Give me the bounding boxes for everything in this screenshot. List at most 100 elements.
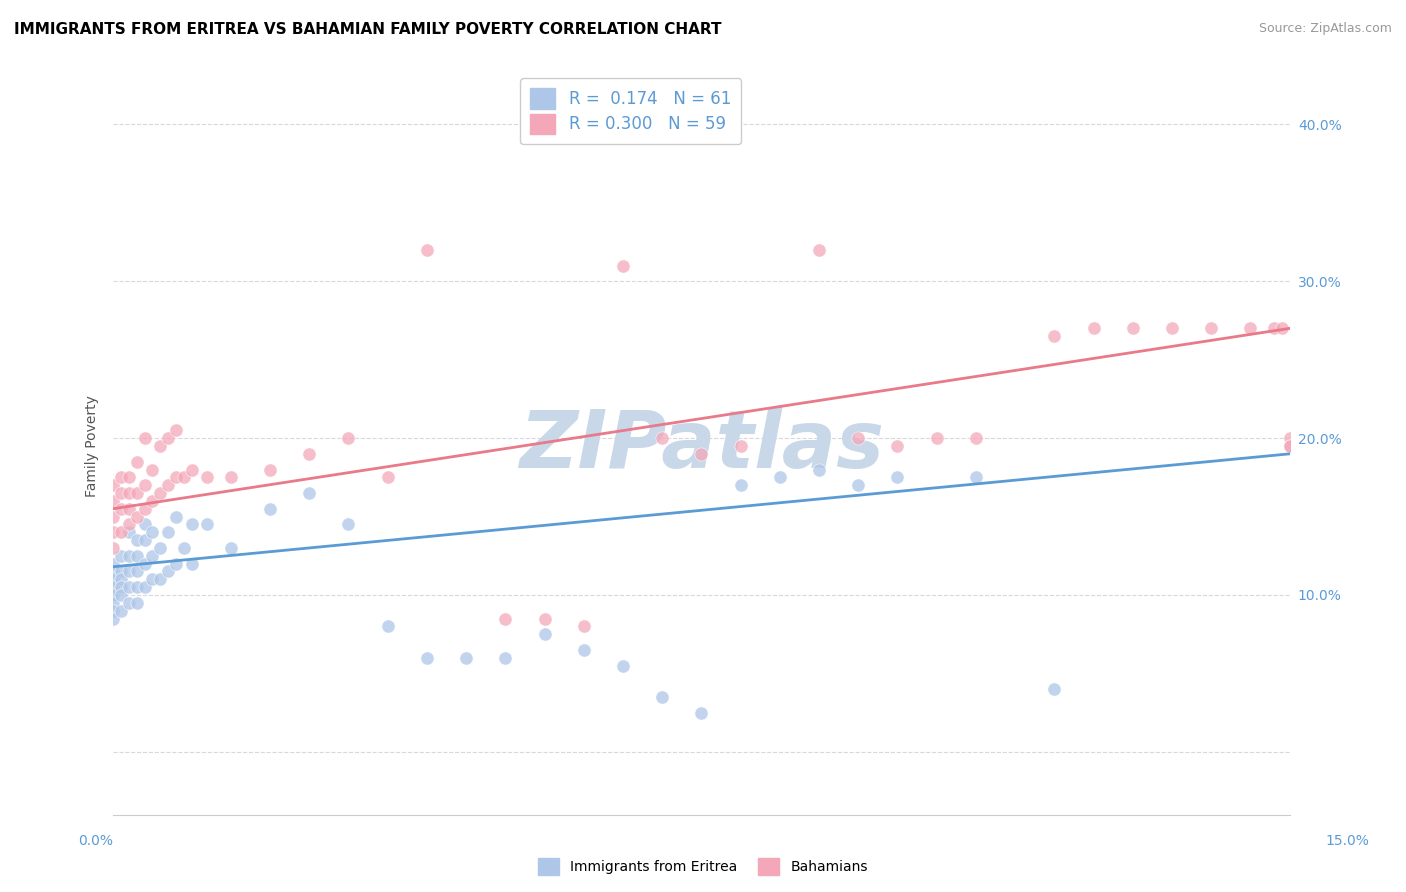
Point <box>141 549 163 563</box>
Point <box>125 596 148 610</box>
Point <box>886 439 908 453</box>
Point <box>808 243 831 257</box>
Point <box>1278 439 1301 453</box>
Point <box>103 572 125 586</box>
Point <box>612 658 634 673</box>
Point <box>1278 431 1301 445</box>
Point <box>141 572 163 586</box>
Point <box>125 549 148 563</box>
Point <box>165 557 187 571</box>
Point <box>125 486 148 500</box>
Point <box>456 650 478 665</box>
Point <box>110 604 132 618</box>
Point <box>103 494 125 508</box>
Point <box>110 565 132 579</box>
Point <box>219 541 242 555</box>
Point <box>141 462 163 476</box>
Legend: R =  0.174   N = 61, R = 0.300   N = 59: R = 0.174 N = 61, R = 0.300 N = 59 <box>520 78 741 145</box>
Point <box>157 431 180 445</box>
Point <box>125 580 148 594</box>
Point <box>149 439 172 453</box>
Point <box>1083 321 1105 335</box>
Point <box>103 509 125 524</box>
Point <box>173 541 195 555</box>
Point <box>125 533 148 547</box>
Point <box>846 431 869 445</box>
Point <box>219 470 242 484</box>
Point <box>103 580 125 594</box>
Point <box>416 243 439 257</box>
Point <box>173 470 195 484</box>
Point <box>141 525 163 540</box>
Point <box>110 470 132 484</box>
Point <box>110 525 132 540</box>
Text: IMMIGRANTS FROM ERITREA VS BAHAMIAN FAMILY POVERTY CORRELATION CHART: IMMIGRANTS FROM ERITREA VS BAHAMIAN FAMI… <box>14 22 721 37</box>
Point <box>337 431 360 445</box>
Point <box>730 478 752 492</box>
Point <box>533 611 555 625</box>
Point <box>494 611 516 625</box>
Point <box>690 706 713 720</box>
Point <box>377 619 399 633</box>
Point <box>195 517 218 532</box>
Point <box>808 462 831 476</box>
Point <box>125 565 148 579</box>
Point <box>103 557 125 571</box>
Point <box>298 486 321 500</box>
Text: ZIPatlas: ZIPatlas <box>519 407 884 485</box>
Point <box>149 572 172 586</box>
Point <box>103 588 125 602</box>
Point <box>110 549 132 563</box>
Point <box>612 259 634 273</box>
Point <box>157 525 180 540</box>
Point <box>337 517 360 532</box>
Point <box>180 557 202 571</box>
Point <box>572 643 595 657</box>
Point <box>572 619 595 633</box>
Point <box>925 431 948 445</box>
Point <box>118 517 141 532</box>
Point <box>195 470 218 484</box>
Point <box>965 470 987 484</box>
Point <box>846 478 869 492</box>
Point <box>1161 321 1184 335</box>
Point <box>103 611 125 625</box>
Text: 15.0%: 15.0% <box>1324 834 1369 847</box>
Point <box>165 509 187 524</box>
Point <box>180 462 202 476</box>
Point <box>377 470 399 484</box>
Point <box>149 486 172 500</box>
Point <box>134 517 156 532</box>
Point <box>134 431 156 445</box>
Point <box>1122 321 1144 335</box>
Point <box>769 470 792 484</box>
Point <box>118 580 141 594</box>
Point <box>416 650 439 665</box>
Point <box>1239 321 1261 335</box>
Point <box>1271 321 1294 335</box>
Point <box>965 431 987 445</box>
Point <box>651 431 673 445</box>
Point <box>103 525 125 540</box>
Point <box>259 462 281 476</box>
Point <box>134 557 156 571</box>
Point <box>1263 321 1285 335</box>
Text: 0.0%: 0.0% <box>79 834 112 847</box>
Point <box>886 470 908 484</box>
Point <box>134 478 156 492</box>
Point <box>157 565 180 579</box>
Point <box>259 501 281 516</box>
Point <box>110 572 132 586</box>
Point <box>165 470 187 484</box>
Point <box>298 447 321 461</box>
Point <box>110 580 132 594</box>
Point <box>134 501 156 516</box>
Point <box>533 627 555 641</box>
Point <box>103 541 125 555</box>
Point <box>103 478 125 492</box>
Point <box>730 439 752 453</box>
Legend: Immigrants from Eritrea, Bahamians: Immigrants from Eritrea, Bahamians <box>533 853 873 880</box>
Point <box>1278 439 1301 453</box>
Point <box>125 455 148 469</box>
Point <box>180 517 202 532</box>
